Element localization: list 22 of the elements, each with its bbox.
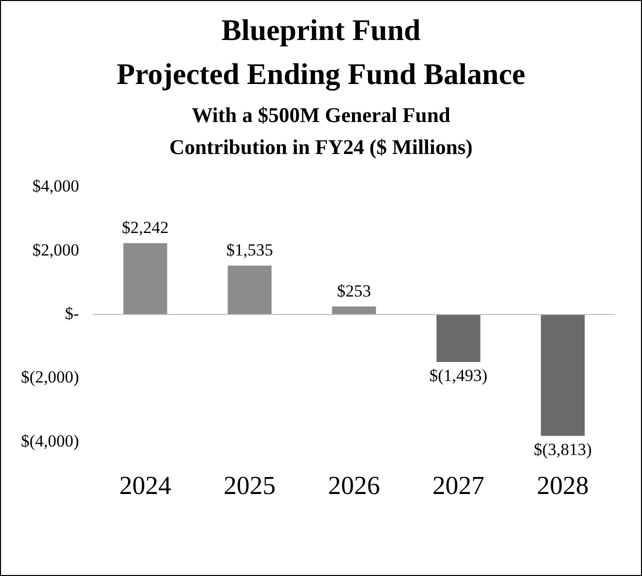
x-tick-label: 2028	[536, 471, 589, 500]
bar	[540, 315, 585, 436]
x-tick-label: 2024	[119, 471, 172, 500]
x-tick-label: 2027	[432, 471, 484, 500]
y-tick-label: $4,000	[32, 176, 80, 196]
x-tick-label: 2025	[224, 471, 276, 500]
bar	[436, 315, 480, 362]
y-tick-label: $(4,000)	[20, 431, 80, 450]
data-label: $1,535	[226, 240, 274, 260]
data-label: $(3,813)	[534, 440, 592, 459]
chart-title: Blueprint Fund Projected Ending Fund Balance	[116, 13, 526, 93]
data-label: $(1,493)	[429, 366, 488, 385]
chart-subtitle: With a $500M General Fund Contribution in FY24 ($ Millions)	[168, 102, 474, 161]
y-tick-label: $-	[64, 304, 80, 323]
bar	[123, 243, 168, 314]
y-tick-label: $2,000	[32, 240, 80, 260]
x-tick-label: 2026	[328, 471, 380, 500]
data-label: $2,242	[122, 218, 169, 238]
bar	[332, 306, 376, 314]
y-tick-label: $(2,000)	[20, 368, 80, 387]
bar	[228, 266, 272, 314]
data-label: $253	[337, 281, 372, 300]
